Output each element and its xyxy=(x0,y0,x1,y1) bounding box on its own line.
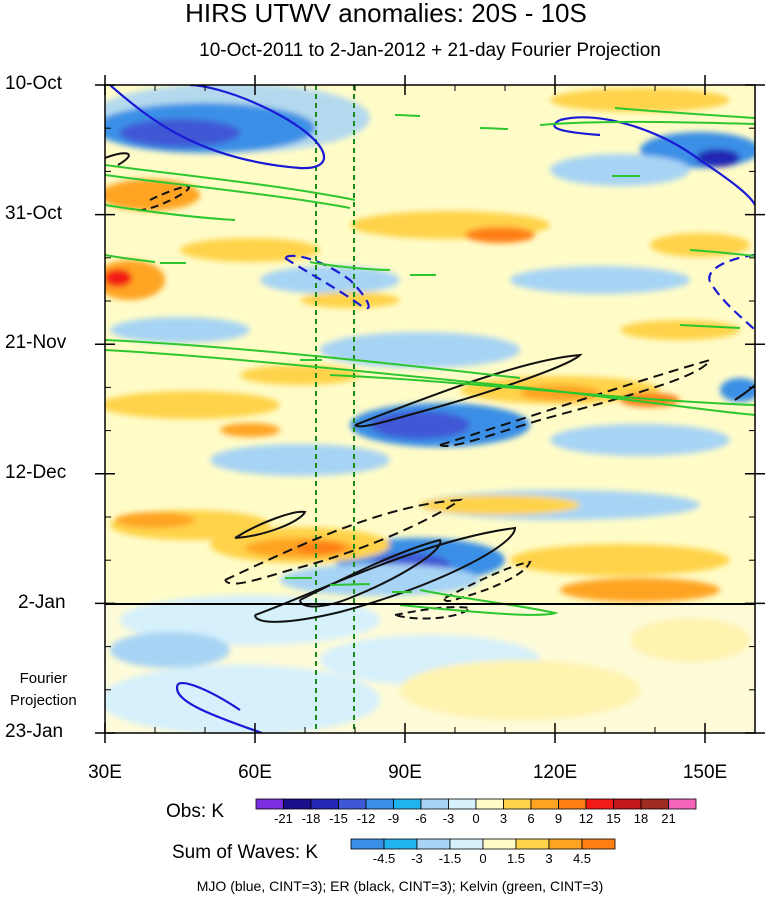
colorbar-box xyxy=(585,798,614,810)
colorbar-box xyxy=(393,798,422,810)
colorbar-level-label: -6 xyxy=(415,811,427,826)
colorbar-level-label: 0 xyxy=(479,851,486,866)
colorbar-level-label: -3 xyxy=(443,811,455,826)
colorbar-level-label: 21 xyxy=(661,811,675,826)
colorbar-level-label: -15 xyxy=(329,811,348,826)
waves-colorbar: -4.5 -3 -1.5 0 1.5 3 4.5 xyxy=(350,838,616,866)
anomaly-field xyxy=(105,85,755,733)
y-tick-label: 12-Dec xyxy=(5,462,67,483)
colorbar-box xyxy=(640,798,669,810)
y-tick-label: 31-Oct xyxy=(5,203,63,224)
colorbar-level-label: 9 xyxy=(555,811,562,826)
fourier-projection-label: Fourier Projection xyxy=(10,670,77,709)
x-tick-label: 150E xyxy=(682,762,728,783)
colorbar-box xyxy=(475,798,504,810)
colorbar-box xyxy=(581,838,616,850)
colorbar-level-label: 15 xyxy=(606,811,620,826)
colorbar-level-label: 18 xyxy=(634,811,648,826)
axis-ticks xyxy=(95,75,765,743)
colorbar-box xyxy=(365,798,394,810)
y-tick-label: 23-Jan xyxy=(5,721,64,742)
mjo-contours xyxy=(109,85,755,733)
colorbar-box xyxy=(338,798,367,810)
colorbar-box xyxy=(449,838,484,850)
colorbar-level-label: -21 xyxy=(274,811,293,826)
colorbar-box xyxy=(350,838,385,850)
obs-colorbar-title: Obs: K xyxy=(166,801,225,822)
colorbar-level-label: 12 xyxy=(579,811,593,826)
colorbar-level-label: 4.5 xyxy=(573,851,591,866)
colorbar-level-label: 6 xyxy=(527,811,534,826)
chart-subtitle: 10-Oct-2011 to 2-Jan-2012 + 21-day Fouri… xyxy=(199,40,661,61)
colorbar-level-label: -3 xyxy=(411,851,423,866)
colorbar-level-label: 3 xyxy=(545,851,552,866)
plot-frame xyxy=(104,84,756,734)
y-tick-label: 21-Nov xyxy=(5,332,67,353)
colorbar-box xyxy=(283,798,312,810)
colorbar-box xyxy=(420,798,449,810)
colorbar-level-label: -12 xyxy=(357,811,376,826)
colorbar-level-label: -18 xyxy=(302,811,321,826)
legend-note: MJO (blue, CINT=3); ER (black, CINT=3); … xyxy=(196,878,604,894)
waves-colorbar-title: Sum of Waves: K xyxy=(172,842,319,863)
colorbar-box xyxy=(482,838,517,850)
colorbar-box xyxy=(310,798,339,810)
colorbar-box xyxy=(558,798,587,810)
kelvin-contours xyxy=(105,107,755,616)
colorbar-box xyxy=(448,798,477,810)
colorbar-box xyxy=(255,798,284,810)
colorbar-level-label: 0 xyxy=(472,811,479,826)
colorbar-box xyxy=(613,798,642,810)
colorbar-box xyxy=(416,838,451,850)
x-tick-label: 30E xyxy=(88,762,122,783)
chart-title: HIRS UTWV anomalies: 20S - 10S xyxy=(185,0,587,28)
colorbar-box xyxy=(515,838,550,850)
er-contours xyxy=(105,152,755,623)
colorbar-level-label: -1.5 xyxy=(439,851,461,866)
x-tick-label: 60E xyxy=(238,762,272,783)
colorbar-box xyxy=(530,798,559,810)
colorbar-level-label: 3 xyxy=(500,811,507,826)
x-tick-label: 120E xyxy=(532,762,578,783)
colorbar-level-label: 1.5 xyxy=(507,851,525,866)
obs-colorbar: -21 -18 -15 -12 -9 -6 -3 0 3 6 9 12 15 18 21 xyxy=(255,798,697,826)
colorbar-box xyxy=(503,798,532,810)
y-tick-label: 2-Jan xyxy=(18,592,66,613)
colorbar-box xyxy=(668,798,697,810)
y-tick-label: 10-Oct xyxy=(5,73,63,94)
x-tick-label: 90E xyxy=(388,762,422,783)
colorbar-box xyxy=(383,838,418,850)
colorbar-level-label: -4.5 xyxy=(373,851,395,866)
colorbar-level-label: -9 xyxy=(388,811,400,826)
colorbar-box xyxy=(548,838,583,850)
